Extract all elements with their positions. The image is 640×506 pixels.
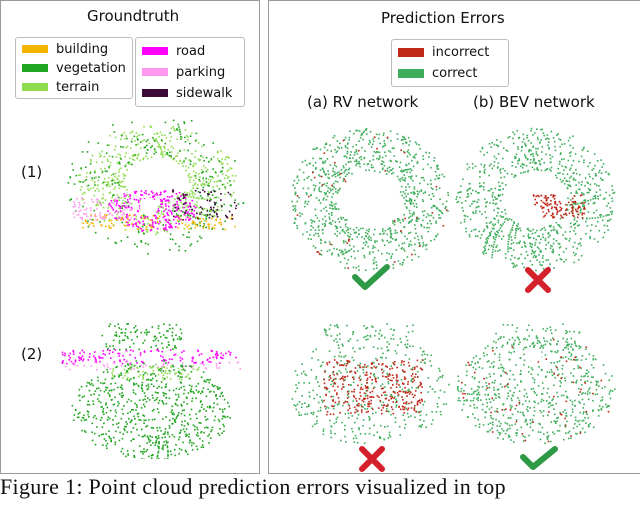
legend-label-terrain: terrain [56, 79, 100, 95]
cross-icon [525, 267, 551, 293]
figure-caption: Figure 1: Point cloud prediction errors … [0, 474, 506, 499]
row-label-2: (2) [21, 345, 43, 363]
legend-item-vegetation: vegetation [22, 59, 126, 77]
groundtruth-title: Groundtruth [87, 7, 180, 25]
legend-swatch-incorrect [398, 47, 424, 57]
legend-label-incorrect: incorrect [432, 44, 490, 60]
row-label-1: (1) [21, 163, 43, 181]
legend-item-terrain: terrain [22, 78, 99, 96]
groundtruth-legend-right: road parking sidewalk [135, 37, 245, 107]
bev-prediction-cloud-1 [455, 127, 616, 272]
legend-item-road: road [142, 42, 205, 60]
column-label-bev: (b) BEV network [473, 93, 595, 111]
cross-icon [359, 446, 385, 472]
legend-swatch-correct [398, 68, 424, 78]
groundtruth-cloud-1 [67, 119, 245, 255]
legend-item-incorrect: incorrect [398, 43, 489, 61]
legend-item-correct: correct [398, 64, 478, 82]
legend-label-road: road [176, 43, 206, 59]
legend-item-building: building [22, 40, 108, 58]
legend-swatch-terrain [22, 83, 48, 91]
legend-swatch-vegetation [22, 64, 48, 72]
check-icon [520, 446, 558, 470]
legend-item-parking: parking [142, 63, 225, 81]
column-label-rv: (a) RV network [307, 93, 419, 111]
legend-swatch-sidewalk [142, 89, 168, 97]
legend-label-correct: correct [432, 65, 478, 81]
rv-prediction-cloud-2 [291, 323, 450, 444]
groundtruth-cloud-2 [61, 323, 241, 459]
prediction-errors-legend: incorrect correct [391, 39, 509, 87]
legend-label-parking: parking [176, 64, 226, 80]
legend-swatch-parking [142, 68, 168, 76]
legend-label-vegetation: vegetation [56, 60, 126, 76]
check-icon [352, 264, 390, 290]
legend-item-sidewalk: sidewalk [142, 84, 232, 102]
groundtruth-panel: Groundtruth building vegetation terrain … [0, 0, 260, 474]
rv-prediction-cloud-1 [291, 128, 450, 272]
legend-swatch-building [22, 45, 48, 53]
bev-prediction-cloud-2 [456, 323, 616, 444]
legend-label-building: building [56, 41, 109, 57]
legend-swatch-road [142, 47, 168, 55]
prediction-errors-title: Prediction Errors [381, 9, 505, 27]
legend-label-sidewalk: sidewalk [176, 85, 233, 101]
prediction-errors-panel: Prediction Errors incorrect correct (a) … [268, 0, 640, 474]
groundtruth-legend-left: building vegetation terrain [15, 37, 133, 99]
